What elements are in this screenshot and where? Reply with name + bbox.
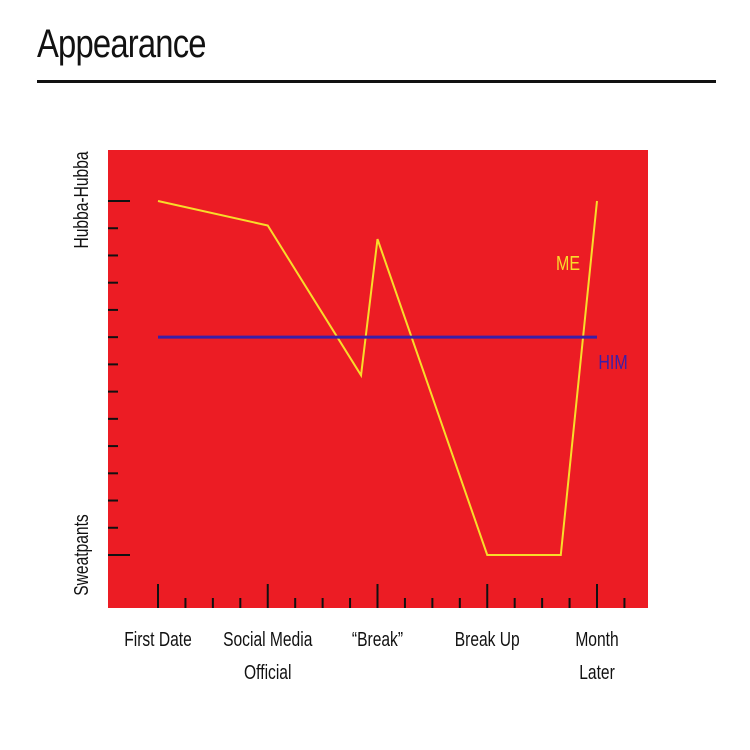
x-tick-label: “Break”: [352, 628, 403, 650]
x-tick-label: Month Later: [575, 628, 618, 683]
x-tick-label: First Date: [124, 628, 192, 650]
y-axis-ticks: [108, 200, 130, 556]
series-label-him: HIM: [598, 351, 627, 373]
series-label-me: ME: [556, 252, 580, 274]
y-axis-label-top: Hubba-Hubba: [70, 151, 92, 248]
y-axis-labels: Hubba-Hubba Sweatpants: [70, 151, 92, 595]
x-tick-label: Social Media Official: [223, 628, 312, 683]
y-axis-label-bottom: Sweatpants: [70, 514, 92, 595]
x-axis-ticks: [157, 584, 626, 608]
title-divider: [37, 80, 716, 83]
x-axis-labels: First Date Social Media Official “Break” Bre…: [124, 628, 618, 683]
x-tick-label: Break Up: [455, 628, 520, 650]
page-title: Appearance: [37, 22, 207, 66]
series-labels: ME HIM: [556, 252, 628, 373]
series-line-me: [157, 200, 598, 556]
series-lines: [157, 200, 598, 556]
plot-background: [108, 150, 648, 608]
